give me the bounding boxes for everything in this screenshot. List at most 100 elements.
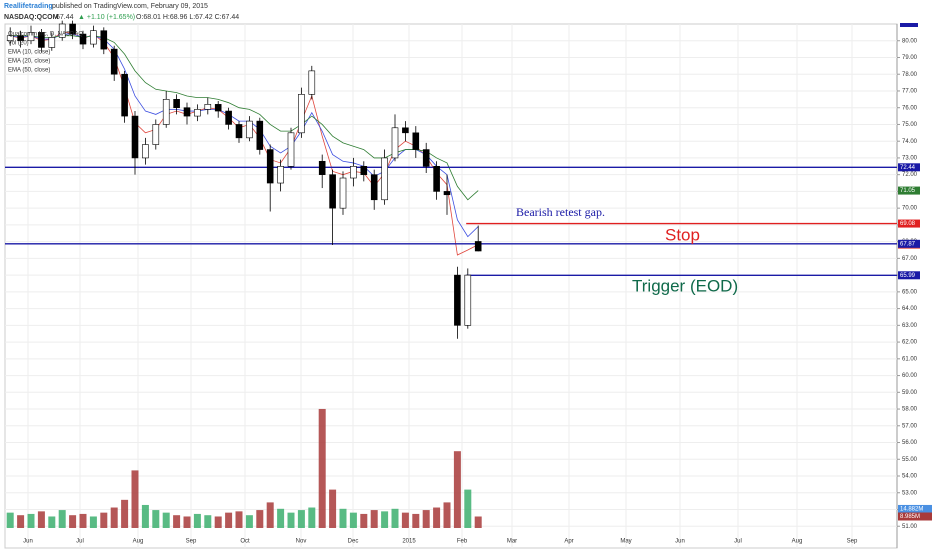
legend-ema: EMA (50, close) <box>8 68 50 74</box>
candle-body <box>48 37 56 48</box>
volume-bar <box>100 512 108 528</box>
ema-axis-tag <box>898 186 920 195</box>
volume-bar <box>141 504 149 528</box>
volume-bar <box>443 502 451 528</box>
candle-body <box>183 107 191 117</box>
volume-axis-tag <box>898 504 932 513</box>
x-tick-label: Feb <box>457 539 468 545</box>
candle-body <box>318 160 326 175</box>
y-tick-label: 53.00 <box>902 490 918 496</box>
volume-bar <box>381 511 389 528</box>
volume-bar <box>433 507 441 528</box>
y-tick-label: 80.00 <box>902 38 918 44</box>
candle-body <box>79 33 87 45</box>
candle-body <box>173 99 180 109</box>
candle-body <box>131 115 139 159</box>
y-tick-label: 78.00 <box>902 72 918 78</box>
candle-body <box>329 174 336 209</box>
volume-bar <box>474 516 482 528</box>
author[interactable]: Reallifetrading <box>4 3 53 10</box>
volume-bar <box>193 513 201 528</box>
candle-body <box>204 104 212 110</box>
candle-body <box>443 191 451 196</box>
x-tick-label: Jun <box>675 539 685 545</box>
volume-layer <box>6 408 482 528</box>
x-tick-label: Nov <box>296 539 307 545</box>
candle-body <box>350 166 357 179</box>
volume-bar <box>308 507 316 528</box>
level-axis-tag <box>898 219 920 228</box>
level-axis-tag <box>898 163 920 172</box>
y-tick-label: 73.00 <box>902 156 918 162</box>
volume-bar <box>464 489 472 528</box>
volume-axis-label: 8.985M <box>900 514 920 520</box>
candle-body <box>360 166 368 175</box>
x-tick-label: Aug <box>792 539 803 545</box>
candle-body <box>277 166 284 184</box>
candle-body <box>287 132 295 167</box>
y-tick-label: 72.00 <box>902 172 918 178</box>
volume-bar <box>370 510 378 528</box>
volume-bar <box>391 508 399 528</box>
volume-bar <box>48 516 56 528</box>
volume-bar <box>6 512 14 528</box>
candle-body <box>433 166 440 192</box>
volume-bar <box>329 489 337 528</box>
legend-ema: EMA (20, close) <box>8 59 50 65</box>
volume-bar <box>58 510 66 528</box>
volume-bar <box>173 515 181 528</box>
x-tick-label: May <box>620 539 631 545</box>
volume-bar <box>214 516 222 528</box>
candle-body <box>214 104 222 112</box>
candle-body <box>256 120 264 150</box>
y-tick-label: 67.00 <box>902 256 918 262</box>
x-tick-label: Dec <box>348 539 359 545</box>
y-tick-label: 76.00 <box>902 105 918 111</box>
volume-bar <box>349 512 357 528</box>
candle-body <box>454 274 461 326</box>
symbol: NASDAQ:QCOM <box>4 14 59 21</box>
candle-body <box>246 120 253 139</box>
candle-body <box>162 99 170 125</box>
volume-bar <box>245 515 253 528</box>
corner-marker <box>900 23 918 27</box>
volume-bar <box>162 512 170 528</box>
y-tick-label: 54.00 <box>902 474 918 480</box>
candle-body <box>225 110 232 125</box>
y-tick-label: 57.00 <box>902 423 918 429</box>
volume-bar <box>297 510 305 528</box>
candle-layer <box>6 20 482 339</box>
y-tick-label: 60.00 <box>902 373 918 379</box>
volume-bar <box>79 513 87 528</box>
y-tick-label: 59.00 <box>902 390 918 396</box>
volume-bar <box>89 516 97 528</box>
x-tick-label: Jul <box>76 539 84 545</box>
y-tick-label: 61.00 <box>902 356 918 362</box>
legend-title: Qualcomm Inc, D, NASDAQ <box>8 32 83 38</box>
annotation: Bearish retest gap. <box>516 205 605 219</box>
ema-line <box>10 35 479 201</box>
y-tick-label: 74.00 <box>902 139 918 145</box>
candle-body <box>58 23 66 38</box>
candle-body <box>38 32 45 48</box>
volume-bar <box>318 408 326 528</box>
ema-axis-label: 71.05 <box>900 188 916 194</box>
x-tick-label: Jul <box>734 539 742 545</box>
candle-body <box>69 23 76 35</box>
x-tick-label: Mar <box>507 539 517 545</box>
x-tick-label: Jun <box>23 539 33 545</box>
volume-bar <box>37 511 45 528</box>
y-tick-label: 58.00 <box>902 407 918 413</box>
volume-bar <box>204 515 212 528</box>
volume-bar <box>422 510 430 528</box>
x-tick-label: 2015 <box>402 539 416 545</box>
volume-bar <box>235 511 243 528</box>
y-tick-label: 75.00 <box>902 122 918 128</box>
y-tick-label: 62.00 <box>902 340 918 346</box>
volume-bar <box>131 470 139 528</box>
volume-bar <box>69 515 77 528</box>
candle-body <box>27 32 35 42</box>
volume-bar <box>225 512 233 528</box>
candle-body <box>474 241 482 252</box>
